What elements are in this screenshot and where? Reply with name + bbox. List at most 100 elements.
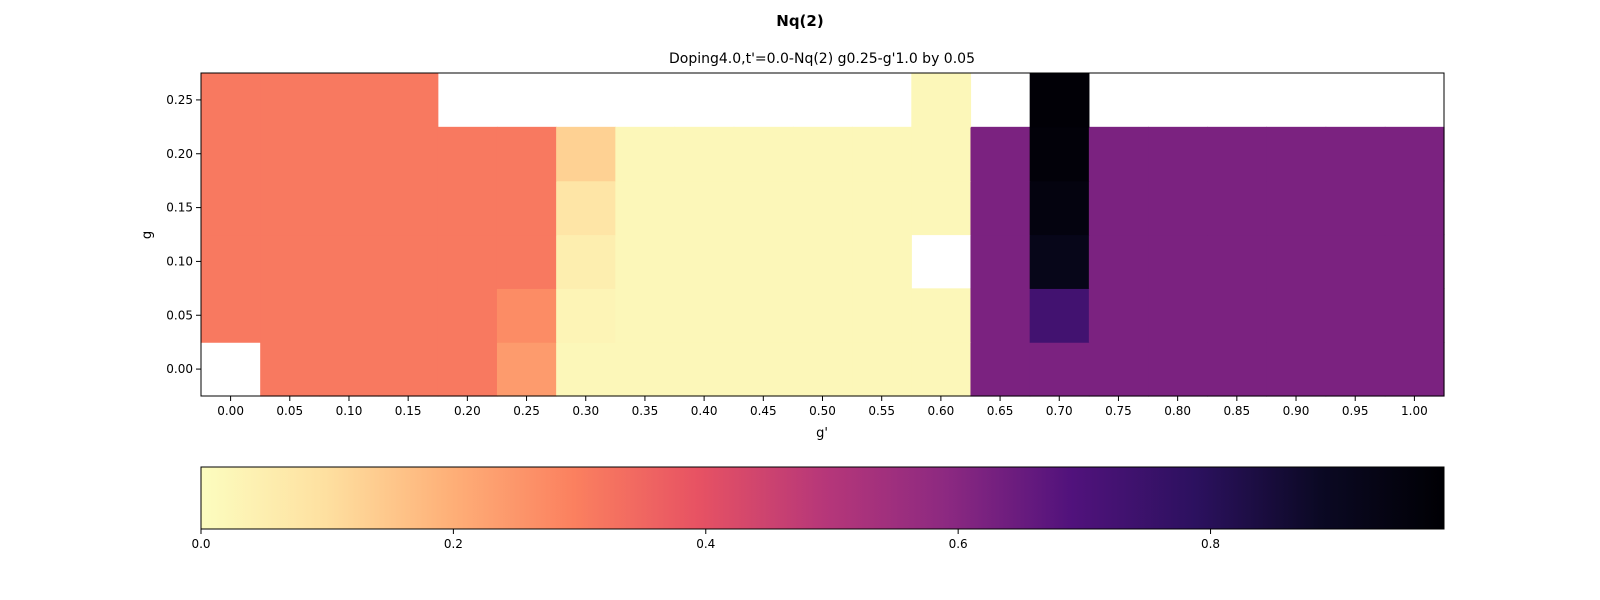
x-tick-label: 0.15	[395, 404, 422, 418]
x-tick-label: 0.90	[1283, 404, 1310, 418]
x-tick-label: 0.95	[1342, 404, 1369, 418]
heatmap-cell	[1148, 126, 1208, 182]
heatmap-cell	[615, 180, 676, 236]
heatmap-cell	[556, 126, 616, 182]
heatmap-cell	[1088, 126, 1149, 182]
heatmap-cell	[674, 180, 735, 236]
y-tick-label: 0.05	[166, 308, 193, 322]
heatmap-cell	[970, 180, 1031, 236]
heatmap-cell	[496, 342, 557, 397]
heatmap-cell	[1207, 234, 1268, 289]
heatmap-cell	[260, 288, 320, 343]
y-axis-ticks: 0.00 0.05 0.10 0.15 0.20 0.25	[166, 93, 201, 376]
x-tick-label: 0.05	[276, 404, 303, 418]
y-tick-label: 0.15	[166, 201, 193, 215]
heatmap-cell	[1029, 73, 1090, 128]
y-tick-label: 0.20	[166, 147, 193, 161]
x-tick-label: 0.80	[1164, 404, 1191, 418]
heatmap-cell	[319, 234, 380, 289]
x-tick-label: 0.70	[1046, 404, 1073, 418]
heatmap-cell	[1088, 342, 1149, 397]
heatmap-cell	[1148, 342, 1208, 397]
heatmap-cell	[1029, 342, 1090, 397]
colorbar-tick-label: 0.8	[1201, 537, 1220, 551]
heatmap-cell	[852, 126, 912, 182]
colorbar	[200, 466, 1445, 530]
heatmap-cell	[792, 180, 853, 236]
heatmap-cell	[556, 234, 616, 289]
x-axis-ticks: 0.00 0.05 0.10 0.15 0.20 0.25 0.30 0.35 0.40 0.45…	[217, 396, 1428, 418]
heatmap-cell	[319, 180, 380, 236]
heatmap-cell	[496, 234, 557, 289]
colorbar-tick-label: 0.0	[191, 537, 210, 551]
heatmap-cell	[733, 288, 794, 343]
x-tick-label: 0.75	[1105, 404, 1132, 418]
heatmap-cell	[733, 342, 794, 397]
colorbar-ticks: 0.0 0.2 0.4 0.6 0.8	[191, 529, 1220, 551]
colorbar-tick-label: 0.4	[696, 537, 715, 551]
heatmap-cell	[260, 180, 320, 236]
heatmap-cell	[792, 342, 853, 397]
heatmap-cell	[911, 180, 972, 236]
x-tick-label: 0.45	[750, 404, 777, 418]
heatmap-cell	[1266, 126, 1327, 182]
heatmap-cell	[1384, 234, 1445, 289]
heatmap-cell	[378, 234, 439, 289]
x-tick-label: 0.30	[572, 404, 599, 418]
heatmap-cell	[201, 288, 261, 343]
heatmap-cell	[733, 234, 794, 289]
heatmap-cell	[911, 73, 972, 128]
heatmap-cell	[674, 342, 735, 397]
heatmap-cell	[1325, 180, 1386, 236]
x-tick-label: 0.00	[217, 404, 244, 418]
heatmap-cell	[201, 234, 261, 289]
heatmap-cell	[319, 342, 380, 397]
heatmap-cell	[260, 126, 320, 182]
heatmap-cell	[1088, 234, 1149, 289]
heatmap-cell	[1148, 288, 1208, 343]
heatmap-cell	[496, 126, 557, 182]
heatmap-cell	[911, 342, 972, 397]
heatmap-cell	[792, 126, 853, 182]
heatmap-cell	[201, 73, 261, 128]
x-tick-label: 1.00	[1401, 404, 1428, 418]
heatmap-cell	[792, 234, 853, 289]
chart-title: Doping4.0,t'=0.0-Nq(2) g0.25-g'1.0 by 0.…	[669, 51, 975, 67]
heatmap-cell	[556, 288, 616, 343]
heatmap-cell	[615, 234, 676, 289]
heatmap-cell	[556, 342, 616, 397]
heatmap-cell	[1384, 288, 1445, 343]
x-tick-label: 0.20	[454, 404, 481, 418]
heatmap-cell	[970, 342, 1031, 397]
heatmap-cell	[615, 288, 676, 343]
heatmap-cell	[378, 342, 439, 397]
heatmap-cell	[378, 73, 439, 128]
heatmap-cell	[1207, 342, 1268, 397]
x-tick-label: 0.60	[928, 404, 955, 418]
figure-suptitle: Nq(2)	[776, 12, 823, 30]
heatmap-cell	[1325, 234, 1386, 289]
heatmap-cell	[1088, 288, 1149, 343]
heatmap-cell	[970, 288, 1031, 343]
heatmap-cell	[1207, 126, 1268, 182]
heatmap-cell	[852, 234, 912, 289]
heatmap-cell	[378, 180, 439, 236]
heatmap-cell	[792, 288, 853, 343]
heatmap-cell	[437, 342, 498, 397]
colorbar-tick-label: 0.2	[444, 537, 463, 551]
heatmap-cell	[437, 126, 498, 182]
heatmap-cell	[1148, 180, 1208, 236]
heatmap-cell	[852, 288, 912, 343]
x-tick-label: 0.55	[868, 404, 895, 418]
heatmap-cell	[556, 180, 616, 236]
heatmap-cell	[1266, 288, 1327, 343]
x-tick-label: 0.35	[632, 404, 659, 418]
heatmap-cell	[437, 234, 498, 289]
heatmap-cell	[1266, 234, 1327, 289]
colorbar-tick-label: 0.6	[949, 537, 968, 551]
heatmap-cell	[1148, 234, 1208, 289]
heatmap-cell	[260, 342, 320, 397]
y-tick-label: 0.00	[166, 362, 193, 376]
heatmap-cell	[733, 126, 794, 182]
